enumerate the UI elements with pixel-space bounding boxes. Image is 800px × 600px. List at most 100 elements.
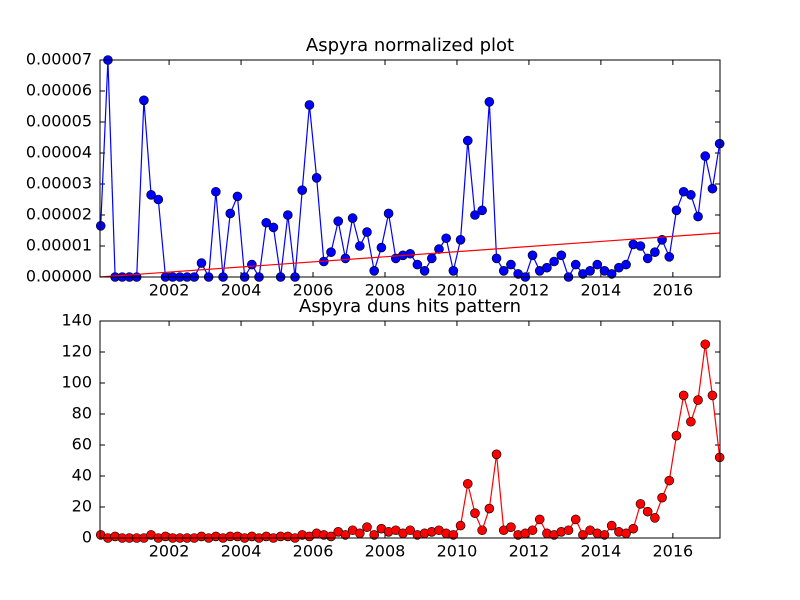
y-tick-label: 0.00002 — [26, 205, 92, 224]
y-tick-label: 100 — [61, 373, 92, 392]
y-tick-label: 0.00003 — [26, 174, 92, 193]
x-tick-label: 2006 — [293, 542, 334, 561]
data-point — [484, 503, 495, 514]
data-point — [311, 173, 322, 183]
data-point — [196, 258, 207, 268]
data-line — [100, 59, 721, 280]
data-point — [426, 253, 437, 264]
data-point — [448, 265, 459, 276]
data-point — [650, 513, 660, 523]
data-point — [268, 222, 279, 233]
chart-title: Aspyra duns hits pattern — [299, 296, 521, 317]
data-point — [326, 247, 336, 257]
data-point — [635, 499, 646, 509]
data-point — [686, 416, 696, 427]
data-point — [470, 210, 480, 220]
data-point — [678, 390, 689, 401]
data-point — [477, 205, 487, 216]
y-tick-label: 0.00007 — [26, 50, 92, 69]
data-point — [549, 256, 559, 267]
data-point — [707, 390, 718, 401]
data-point — [362, 227, 372, 237]
y-tick-label: 0.00006 — [26, 81, 92, 100]
y-tick-label: 0.00005 — [26, 112, 92, 131]
x-tick-label: 2010 — [437, 281, 478, 300]
data-point — [686, 190, 696, 200]
data-point — [700, 151, 711, 161]
plot-area — [95, 339, 725, 543]
data-point — [628, 523, 639, 534]
data-point — [498, 265, 509, 276]
x-tick-label: 2002 — [149, 542, 190, 561]
data-point — [491, 253, 502, 264]
y-tick-label: 0.00000 — [26, 267, 92, 286]
data-point — [441, 233, 451, 244]
data-point — [700, 339, 711, 350]
y-tick-label: 40 — [72, 466, 92, 485]
data-point — [635, 241, 646, 251]
data-point — [606, 520, 617, 531]
data-point — [434, 244, 444, 254]
chart-title: Aspyra normalized plot — [306, 35, 514, 56]
data-point — [376, 242, 387, 253]
data-point — [585, 265, 595, 276]
data-point — [462, 135, 473, 146]
data-point — [304, 100, 315, 110]
x-tick-label: 2014 — [581, 542, 622, 561]
data-point — [340, 530, 351, 540]
data-point — [527, 250, 538, 261]
data-point — [671, 430, 682, 441]
plot-area — [95, 55, 725, 282]
data-point — [232, 191, 243, 202]
data-point — [297, 185, 308, 195]
data-point — [491, 449, 502, 460]
data-point — [355, 528, 365, 539]
x-tick-label: 2014 — [581, 281, 622, 300]
data-point — [563, 525, 574, 536]
data-point — [419, 265, 430, 276]
data-point — [642, 506, 653, 517]
data-point — [369, 530, 379, 540]
data-point — [355, 241, 365, 251]
x-tick-label: 2008 — [365, 542, 406, 561]
x-tick-label: 2010 — [437, 542, 478, 561]
data-point — [578, 530, 588, 540]
data-point — [470, 508, 480, 519]
data-point — [693, 211, 703, 222]
y-tick-label: 120 — [61, 342, 92, 361]
data-point — [283, 210, 293, 220]
data-point — [211, 186, 221, 197]
data-point — [333, 216, 344, 226]
axes-frame — [99, 59, 721, 278]
x-tick-label: 2004 — [221, 281, 262, 300]
x-tick-label: 2004 — [221, 542, 262, 561]
data-point — [225, 208, 236, 219]
data-point — [340, 253, 351, 264]
x-tick-label: 2016 — [653, 281, 694, 300]
data-point — [664, 252, 675, 262]
data-point — [570, 514, 581, 525]
data-point — [592, 259, 603, 270]
data-point — [606, 269, 617, 279]
y-tick-label: 0.00001 — [26, 236, 92, 255]
data-point — [247, 259, 257, 270]
data-point — [412, 259, 423, 270]
data-point — [664, 475, 675, 486]
data-point — [139, 95, 149, 106]
y-tick-label: 0.00004 — [26, 143, 92, 162]
data-point — [455, 520, 466, 531]
data-point — [146, 190, 156, 200]
data-point — [506, 259, 516, 270]
data-point — [534, 514, 545, 525]
x-tick-label: 2002 — [149, 281, 190, 300]
data-point — [405, 525, 415, 536]
data-point — [261, 217, 272, 228]
data-point — [506, 522, 516, 532]
x-tick-label: 2012 — [509, 542, 550, 561]
data-point — [369, 265, 379, 276]
y-tick-label: 0 — [82, 528, 92, 547]
data-point — [362, 522, 372, 532]
data-point — [650, 247, 660, 257]
data-point — [153, 194, 164, 205]
x-tick-label: 2016 — [653, 542, 694, 561]
